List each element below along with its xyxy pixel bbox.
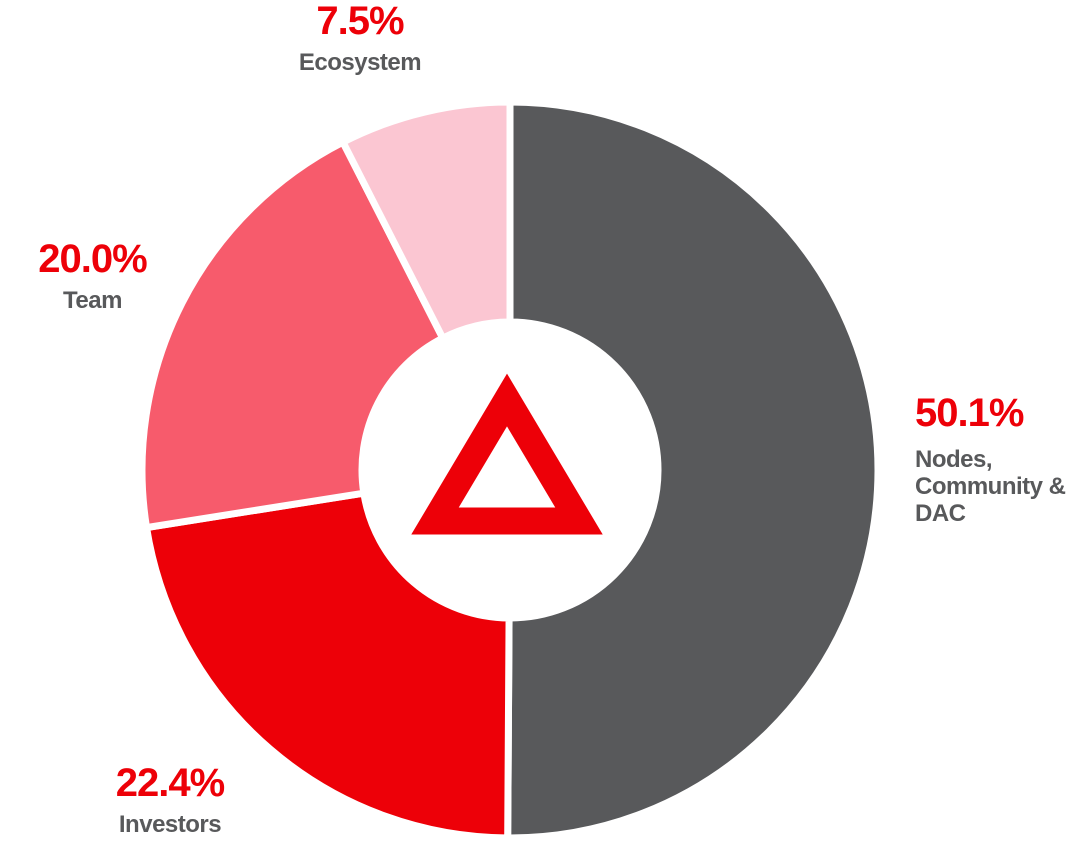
nodes-percent: 50.1% xyxy=(915,391,1024,435)
label-team: 20.0% Team xyxy=(0,238,185,313)
slice-ecosystem xyxy=(338,98,514,343)
nodes-name-line-3: DAC xyxy=(915,500,966,527)
label-ecosystem: 7.5% Ecosystem xyxy=(250,0,470,75)
team-percent: 20.0% xyxy=(38,237,147,281)
bat-triangle-logo-icon xyxy=(411,373,603,535)
slice-nodes-community-dac xyxy=(504,98,882,842)
ecosystem-name: Ecosystem xyxy=(298,49,422,76)
nodes-name-line-1: Nodes, xyxy=(915,446,993,473)
investors-name: Investors xyxy=(118,811,222,838)
label-nodes-community-dac: 50.1% Nodes, Community & DAC xyxy=(915,392,1080,527)
investors-percent: 22.4% xyxy=(115,761,225,805)
team-name: Team xyxy=(63,287,122,314)
nodes-name-line-2: Community & xyxy=(915,473,1066,500)
slice-investors xyxy=(142,489,513,842)
nodes-name: Nodes, Community & DAC xyxy=(915,446,1080,527)
label-investors: 22.4% Investors xyxy=(70,762,270,837)
ecosystem-percent: 7.5% xyxy=(316,0,404,43)
slice-team xyxy=(138,137,448,532)
